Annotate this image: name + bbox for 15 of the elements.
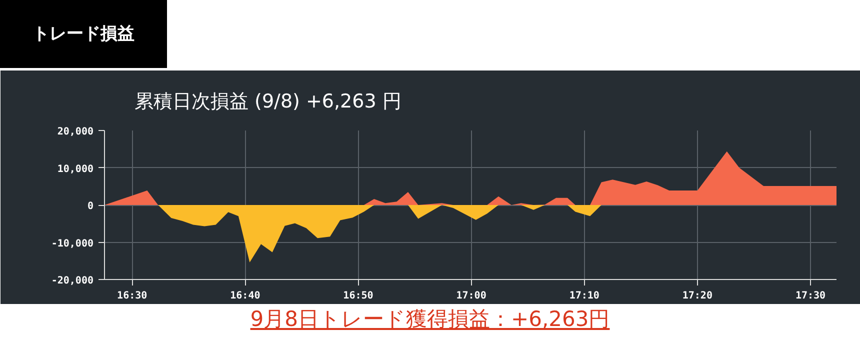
x-tick-label: 17:30 bbox=[795, 290, 826, 302]
y-tick-label: 20,000 bbox=[57, 126, 94, 138]
y-tick-label: -10,000 bbox=[51, 238, 94, 250]
x-tick-label: 16:40 bbox=[230, 290, 260, 302]
text: 9月8日トレード獲得損益：+6,263円 bbox=[249, 306, 611, 333]
chart-subtitle: 累積日次損益 (9/8) +6,263 円 bbox=[134, 90, 402, 112]
y-tick-label: -20,000 bbox=[51, 276, 94, 286]
x-tick-label: 16:50 bbox=[343, 290, 374, 302]
y-tick-label: 0 bbox=[87, 201, 94, 212]
x-tick-label: 17:10 bbox=[569, 290, 600, 302]
chart-title: トレード損益 bbox=[0, 0, 167, 68]
y-tick-label: 10,000 bbox=[57, 164, 94, 175]
x-tick-label: 16:30 bbox=[117, 290, 148, 302]
x-tick-label: 17:00 bbox=[456, 290, 486, 302]
x-tick-label: 17:20 bbox=[682, 290, 712, 302]
